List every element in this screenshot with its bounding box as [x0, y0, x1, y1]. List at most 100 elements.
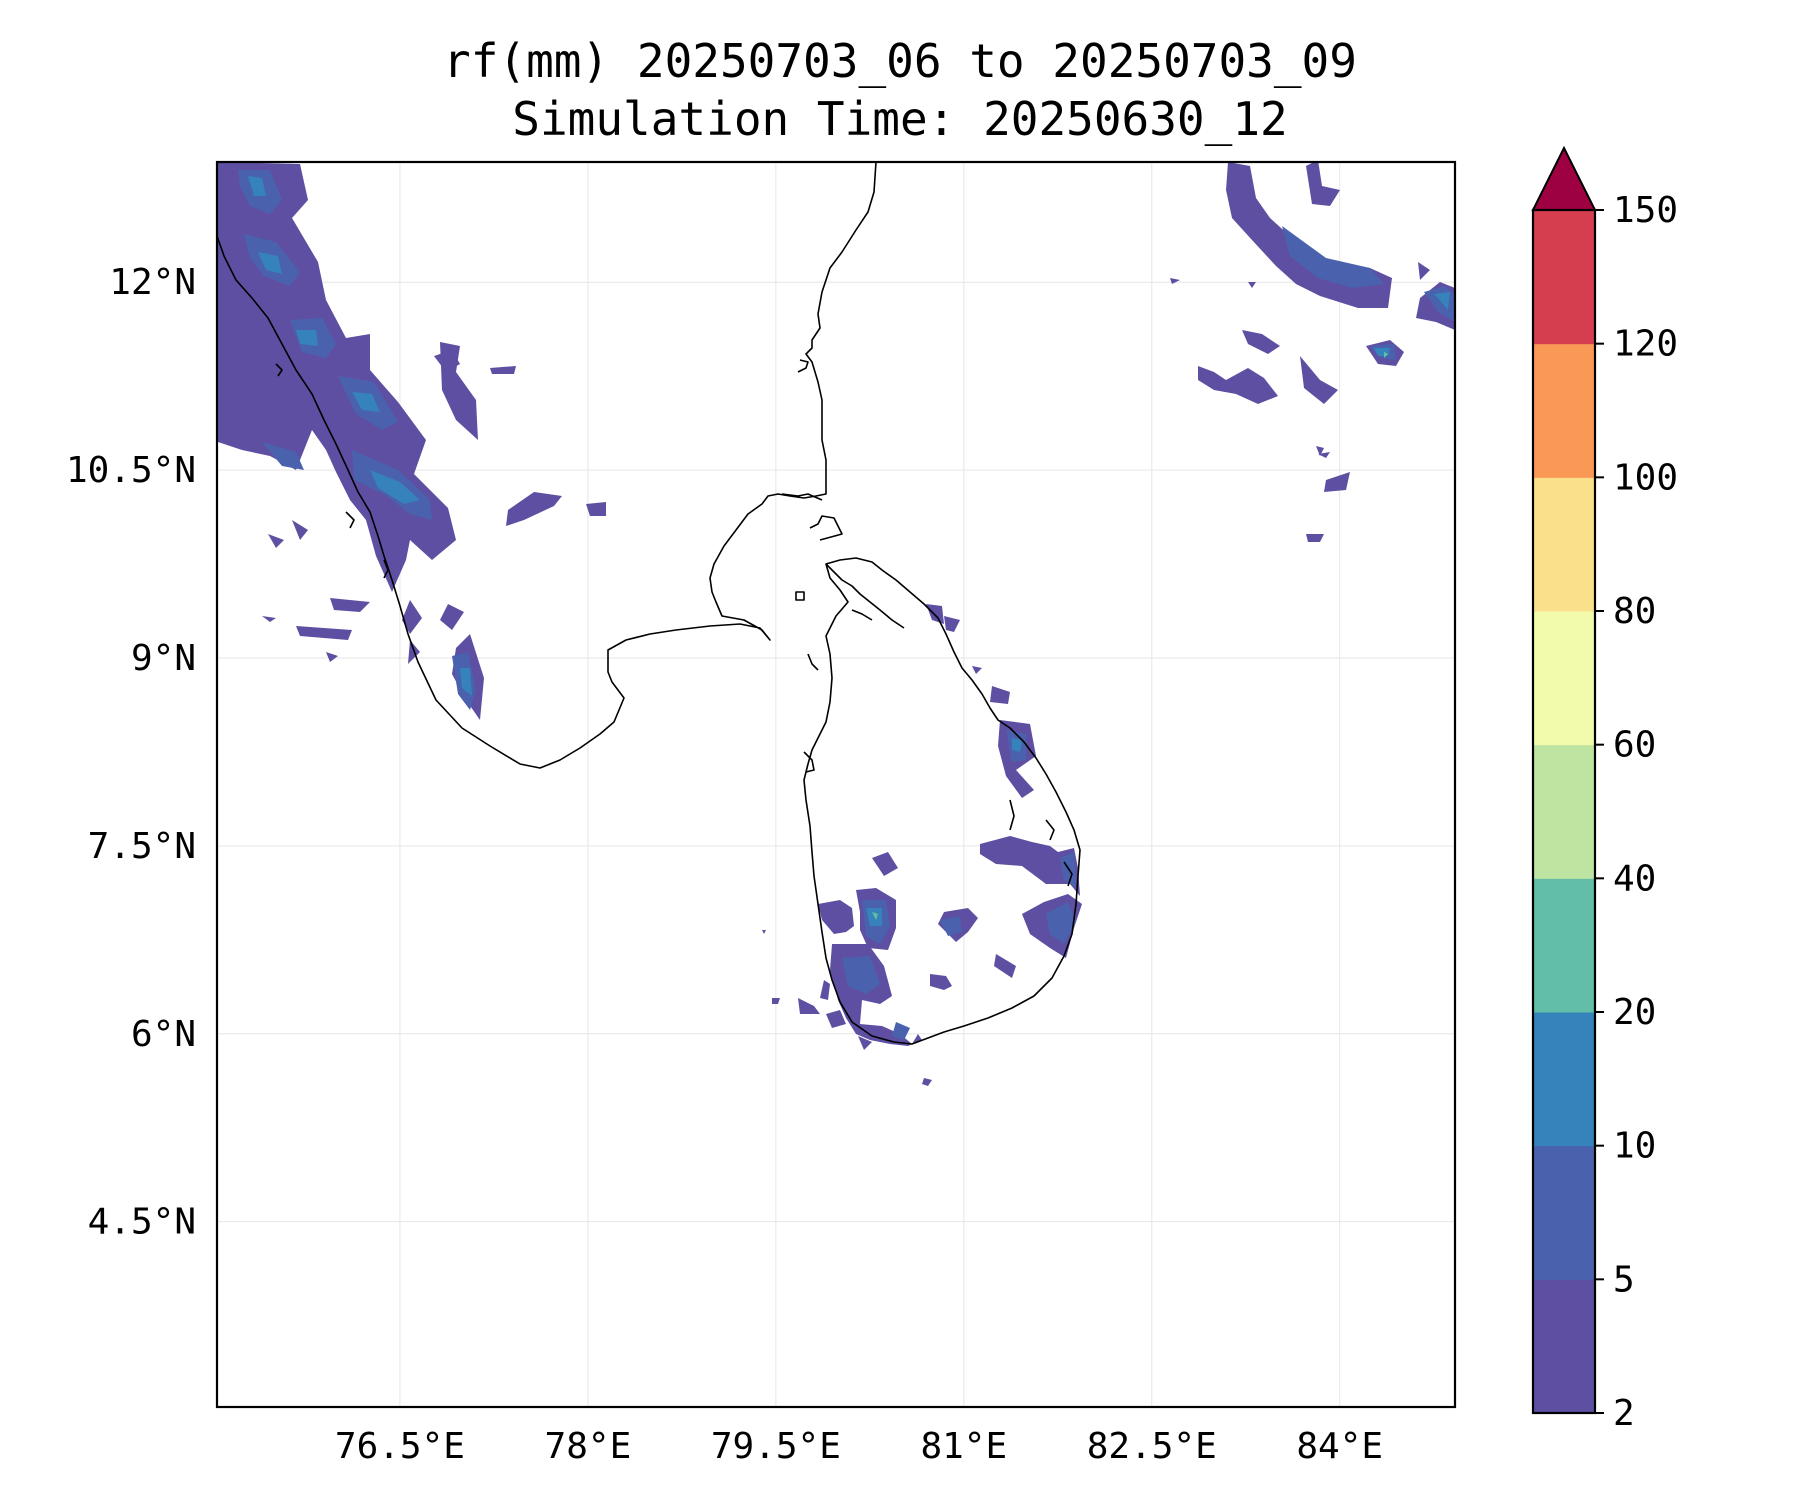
- colorbar: 2 5 10 20 40 60 80 100 120 150: [1531, 145, 1678, 1434]
- colorbar-segment: [1533, 878, 1595, 1013]
- lon-tick-label: 76.5°E: [335, 1426, 465, 1467]
- rain-region: [262, 442, 304, 470]
- rain-region: [434, 350, 460, 372]
- rain-region: [1318, 452, 1330, 458]
- rain-region: [217, 162, 456, 592]
- rain-region: [1282, 226, 1384, 288]
- rain-region: [370, 470, 420, 504]
- rain-region: [1306, 162, 1340, 206]
- colorbar-tick-label: 100: [1613, 457, 1678, 498]
- colorbar-segment: [1533, 1012, 1595, 1147]
- rain-region: [248, 176, 266, 196]
- rain-region: [460, 668, 472, 696]
- rain-region: [292, 520, 308, 540]
- map-gridlines: [217, 162, 1455, 1407]
- lon-tick-label: 78°E: [545, 1426, 632, 1467]
- colorbar-tick-label: 80: [1613, 591, 1656, 632]
- rain-region: [326, 652, 338, 662]
- rain-region: [1060, 852, 1076, 888]
- colorbar-frame: [1531, 208, 1597, 1415]
- map-frame: [215, 160, 1457, 1409]
- colorbar-tick-label: 150: [1613, 190, 1678, 231]
- rain-region: [490, 366, 516, 374]
- rain-region: [930, 974, 952, 990]
- rain-region: [1198, 366, 1278, 404]
- colorbar-tick-label: 10: [1613, 1126, 1656, 1167]
- rain-region: [892, 1022, 910, 1040]
- rain-region: [1170, 278, 1180, 284]
- colorbar-tick-label: 120: [1613, 324, 1678, 365]
- rain-region: [866, 908, 882, 926]
- rain-region: [217, 360, 250, 390]
- lat-tick-label: 7.5°N: [88, 826, 196, 867]
- rain-region: [762, 930, 766, 934]
- map-title-line-2: Simulation Time: 20250630_12: [512, 92, 1288, 146]
- colorbar-tick-label: 2: [1613, 1393, 1635, 1434]
- rain-region: [1046, 902, 1076, 944]
- rain-region: [506, 492, 562, 526]
- rain-region: [940, 916, 962, 936]
- lat-tick-label: 10.5°N: [66, 450, 196, 491]
- rain-region: [872, 852, 898, 876]
- rain-region: [826, 1010, 846, 1028]
- lon-tick-label: 84°E: [1296, 1426, 1383, 1467]
- lon-tick-label: 82.5°E: [1087, 1426, 1217, 1467]
- rain-region: [772, 998, 780, 1004]
- rain-region: [858, 1036, 872, 1050]
- rain-region: [994, 954, 1016, 978]
- rain-region: [1300, 356, 1338, 404]
- rain-region: [1012, 738, 1022, 752]
- rain-region: [440, 604, 464, 630]
- longitude-tick-labels: 76.5°E 78°E 79.5°E 81°E 82.5°E 84°E: [335, 1426, 1383, 1467]
- colorbar-segment: [1533, 477, 1595, 612]
- rain-region: [402, 600, 422, 634]
- lat-tick-label: 6°N: [131, 1014, 196, 1055]
- coastline: [217, 162, 1081, 1045]
- colorbar-segment: [1533, 210, 1595, 345]
- rainfall-contours: [217, 162, 1455, 1086]
- rain-region: [262, 616, 276, 622]
- colorbar-tick-label: 60: [1613, 725, 1656, 766]
- colorbar-segment: [1533, 744, 1595, 879]
- rain-region: [972, 666, 982, 674]
- rain-region: [872, 912, 878, 920]
- colorbar-extend-arrow: [1531, 145, 1597, 211]
- india-coastline: [217, 162, 877, 769]
- latitude-tick-labels: 12°N 10.5°N 9°N 7.5°N 6°N 4.5°N: [66, 262, 196, 1242]
- sri-lanka-coastline: [803, 557, 1081, 1045]
- rain-region: [258, 252, 282, 274]
- colorbar-tick-label: 20: [1613, 992, 1656, 1033]
- lat-tick-label: 12°N: [109, 262, 196, 303]
- rain-region: [1316, 446, 1324, 456]
- rain-region: [842, 956, 880, 994]
- colorbar-segment: [1533, 1145, 1595, 1280]
- rain-region: [798, 998, 820, 1014]
- rain-region: [922, 1078, 932, 1086]
- rain-region: [296, 330, 318, 346]
- rain-region: [1306, 534, 1324, 542]
- rain-region: [1324, 472, 1350, 492]
- rain-region: [1384, 352, 1388, 358]
- map-title-line-1: rf(mm) 20250703_06 to 20250703_09: [443, 34, 1357, 88]
- rain-region: [586, 502, 606, 516]
- colorbar-tick-label: 40: [1613, 858, 1656, 899]
- rain-region: [268, 534, 284, 548]
- rain-region: [944, 616, 960, 632]
- lon-tick-label: 81°E: [920, 1426, 1007, 1467]
- rain-region: [1248, 282, 1256, 288]
- colorbar-segment: [1533, 343, 1595, 478]
- rain-region: [1242, 330, 1280, 354]
- colorbar-tick-label: 5: [1613, 1259, 1635, 1300]
- rain-region: [244, 386, 254, 394]
- lon-tick-label: 79.5°E: [711, 1426, 841, 1467]
- rain-region: [990, 686, 1010, 704]
- rain-region: [1418, 262, 1430, 280]
- rain-region: [820, 980, 830, 1000]
- rain-region: [296, 626, 352, 640]
- rain-region: [818, 900, 854, 934]
- rain-region: [1434, 292, 1450, 310]
- rain-region: [352, 392, 380, 412]
- lat-tick-label: 9°N: [131, 638, 196, 679]
- colorbar-segment: [1533, 1279, 1595, 1414]
